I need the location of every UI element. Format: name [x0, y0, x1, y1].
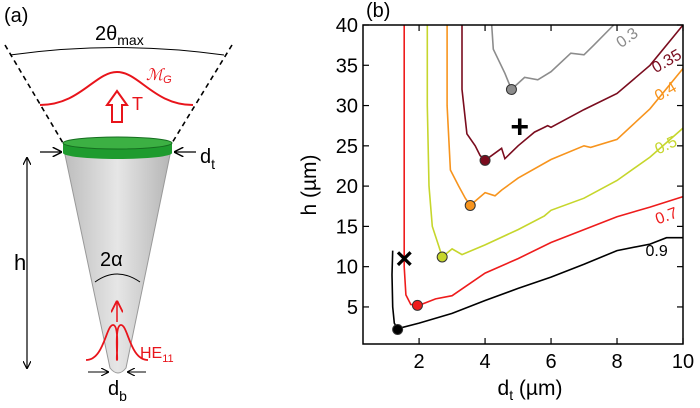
- top-cap-face: [62, 136, 173, 150]
- transmission-arrow-icon: [105, 89, 129, 123]
- contour-label-0.5: 0.5: [653, 133, 680, 158]
- he11-label: HE11: [140, 345, 174, 365]
- optimum-point-0.5: [436, 251, 448, 263]
- optimum-point-0.7: [411, 299, 423, 311]
- db-label: db: [108, 378, 127, 404]
- y-axis-label: h (µm): [298, 154, 321, 215]
- y-tick-label: 40: [336, 15, 358, 37]
- contour-line-0.5: [426, 25, 684, 259]
- panel-b-label: (b): [366, 0, 390, 22]
- x-axis-label: dt (µm): [498, 377, 563, 403]
- y-tick-label: 25: [336, 136, 358, 158]
- y-tick-label: 10: [336, 257, 358, 279]
- theta-arc: [9, 47, 225, 56]
- gaussian-mode-profile: [39, 70, 194, 106]
- alpha-label: 2α: [100, 249, 123, 271]
- y-tick-label: 30: [336, 96, 358, 118]
- cross-marker: ×: [395, 242, 413, 275]
- x-tick-label: 4: [479, 351, 490, 373]
- contour-line-0.9: [391, 236, 683, 330]
- contour-line-0.3: [490, 24, 615, 91]
- theta-label: 2θmax: [95, 23, 144, 48]
- cone-edge-right: [171, 44, 233, 144]
- contour-line-0.7: [403, 25, 684, 307]
- x-tick-label: 10: [672, 351, 694, 373]
- he11-mode-profile: [85, 324, 149, 361]
- contour-line-0.4: [446, 25, 684, 207]
- y-tick-label: 5: [347, 297, 358, 319]
- y-tick-label: 35: [336, 55, 358, 77]
- optimum-point-0.4: [464, 199, 476, 211]
- x-tick-label: 8: [611, 351, 622, 373]
- transmission-label: T: [132, 94, 143, 114]
- contour-label-0.3: 0.3: [614, 25, 642, 52]
- alpha-arc: [94, 273, 141, 283]
- plus-marker: +: [510, 108, 529, 144]
- y-tick-label: 15: [336, 216, 358, 238]
- contour-label-0.7: 0.7: [653, 205, 680, 229]
- dt-label: dt: [200, 146, 215, 172]
- contour-label-0.9: 0.9: [645, 243, 667, 260]
- panel-a-label: (a): [4, 5, 28, 27]
- cone-edge-left: [4, 44, 64, 144]
- mode-label: ℳG: [146, 67, 172, 86]
- h-label: h: [14, 250, 26, 275]
- y-tick-label: 20: [336, 176, 358, 198]
- optimum-point-0.3: [505, 83, 517, 95]
- optimum-point-0.9: [392, 324, 404, 335]
- contour-line-0.35: [461, 24, 684, 162]
- plot-frame: [362, 24, 684, 345]
- x-tick-label: 2: [414, 351, 425, 373]
- optimum-point-0.35: [479, 154, 491, 166]
- tapered-tip: [63, 149, 172, 374]
- x-tick-label: 6: [545, 351, 556, 373]
